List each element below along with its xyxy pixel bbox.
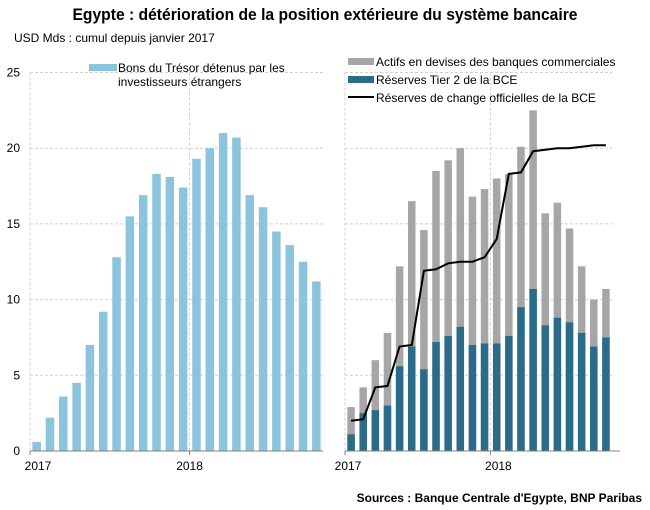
bar-assets [432,170,440,451]
bar-assets [529,110,537,451]
bar-tbills [258,207,268,451]
bar-tier2 [590,346,598,451]
bar-tier2 [529,289,537,451]
bar-tier2 [456,326,465,451]
bar-assets [408,201,416,451]
bar-tier2 [359,413,367,451]
bar-tier2 [371,410,380,451]
bar-tbills [285,245,294,451]
y-tick-label: 20 [7,141,21,155]
bar-tier2 [420,369,428,451]
bar-tier2 [505,335,513,451]
bar-tbills [312,281,321,451]
bar-tier2 [480,343,489,451]
bar-assets [517,146,525,451]
bar-tbills [99,311,108,451]
bar-tbills [272,231,281,451]
bar-tier2 [541,325,549,451]
bar-tier2 [517,307,525,451]
bar-tbills [85,345,95,451]
bar-assets [371,360,380,451]
bar-tier2 [432,341,440,451]
bar-assets [468,196,477,451]
chart-subtitle: USD Mds : cumul depuis janvier 2017 [14,31,215,45]
x-tick-label: 2017 [25,459,52,473]
bar-tier2 [383,405,392,451]
chart-title: Egypte : détérioration de la position ex… [72,5,578,24]
bar-tbills [112,257,121,451]
bar-tier2 [395,366,404,451]
bar-tbills [45,417,55,451]
legend-swatch-tier2 [348,76,374,83]
y-tick-label: 15 [7,217,21,231]
bar-tier2 [408,346,416,451]
bar-tbills [165,176,175,451]
bar-assets [347,407,355,451]
bar-tbills [245,195,254,451]
bar-tier2 [565,322,574,451]
bar-tbills [218,133,228,451]
bar-tbills [72,382,81,451]
bar-tbills [232,137,241,452]
bar-tier2 [347,434,355,451]
bar-assets [395,266,404,451]
y-tick-label: 0 [13,444,20,458]
bar-tbills [192,158,201,451]
legend-label-tbills: investisseurs étrangers [118,75,241,89]
bar-tbills [178,187,188,451]
y-tick-label: 5 [13,368,20,382]
y-tick-label: 25 [7,66,21,80]
bar-tier2 [602,337,610,451]
bar-tier2 [468,345,477,451]
x-tick-label: 2018 [176,459,203,473]
bar-tier2 [577,332,586,451]
bar-tbills [138,195,148,451]
legend-swatch-assets [348,58,374,65]
bar-tbills [125,216,135,451]
bar-assets [456,148,465,451]
x-tick-label: 2017 [335,459,362,473]
bar-tbills [298,261,308,451]
legend-label-assets: Actifs en devises des banques commercial… [376,55,615,69]
bar-tier2 [444,335,452,451]
legend-label-reserves: Réserves de change officielles de la BCE [376,91,596,105]
chart-panel-1: 0 5 10 15 20 25 2017 2018 Bons du Trésor détenus… [7,61,323,473]
bar-assets [444,160,452,451]
legend-label-tbills: Bons du Trésor détenus par les [118,61,285,75]
bar-tbills [152,173,161,452]
bar-tbills [32,441,41,451]
bar-assets [480,189,489,451]
legend-label-tier2: Réserves Tier 2 de la BCE [376,73,517,87]
y-tick-label: 10 [7,293,21,307]
legend-swatch-tbills [89,64,117,71]
bar-assets [505,173,513,452]
bar-tbills [59,396,68,451]
bar-tier2 [553,317,562,451]
bar-tier2 [492,343,501,451]
source-note: Sources : Banque Centrale d'Egypte, BNP … [356,491,642,505]
bar-assets [420,229,428,451]
line-reserves [350,144,606,422]
bar-assets [492,178,501,452]
chart-panel-2: 2017 2018 Actifs en devises des banques co… [335,55,620,473]
x-tick-label: 2018 [485,459,512,473]
bar-tbills [205,148,215,451]
bar-assets [383,332,392,451]
